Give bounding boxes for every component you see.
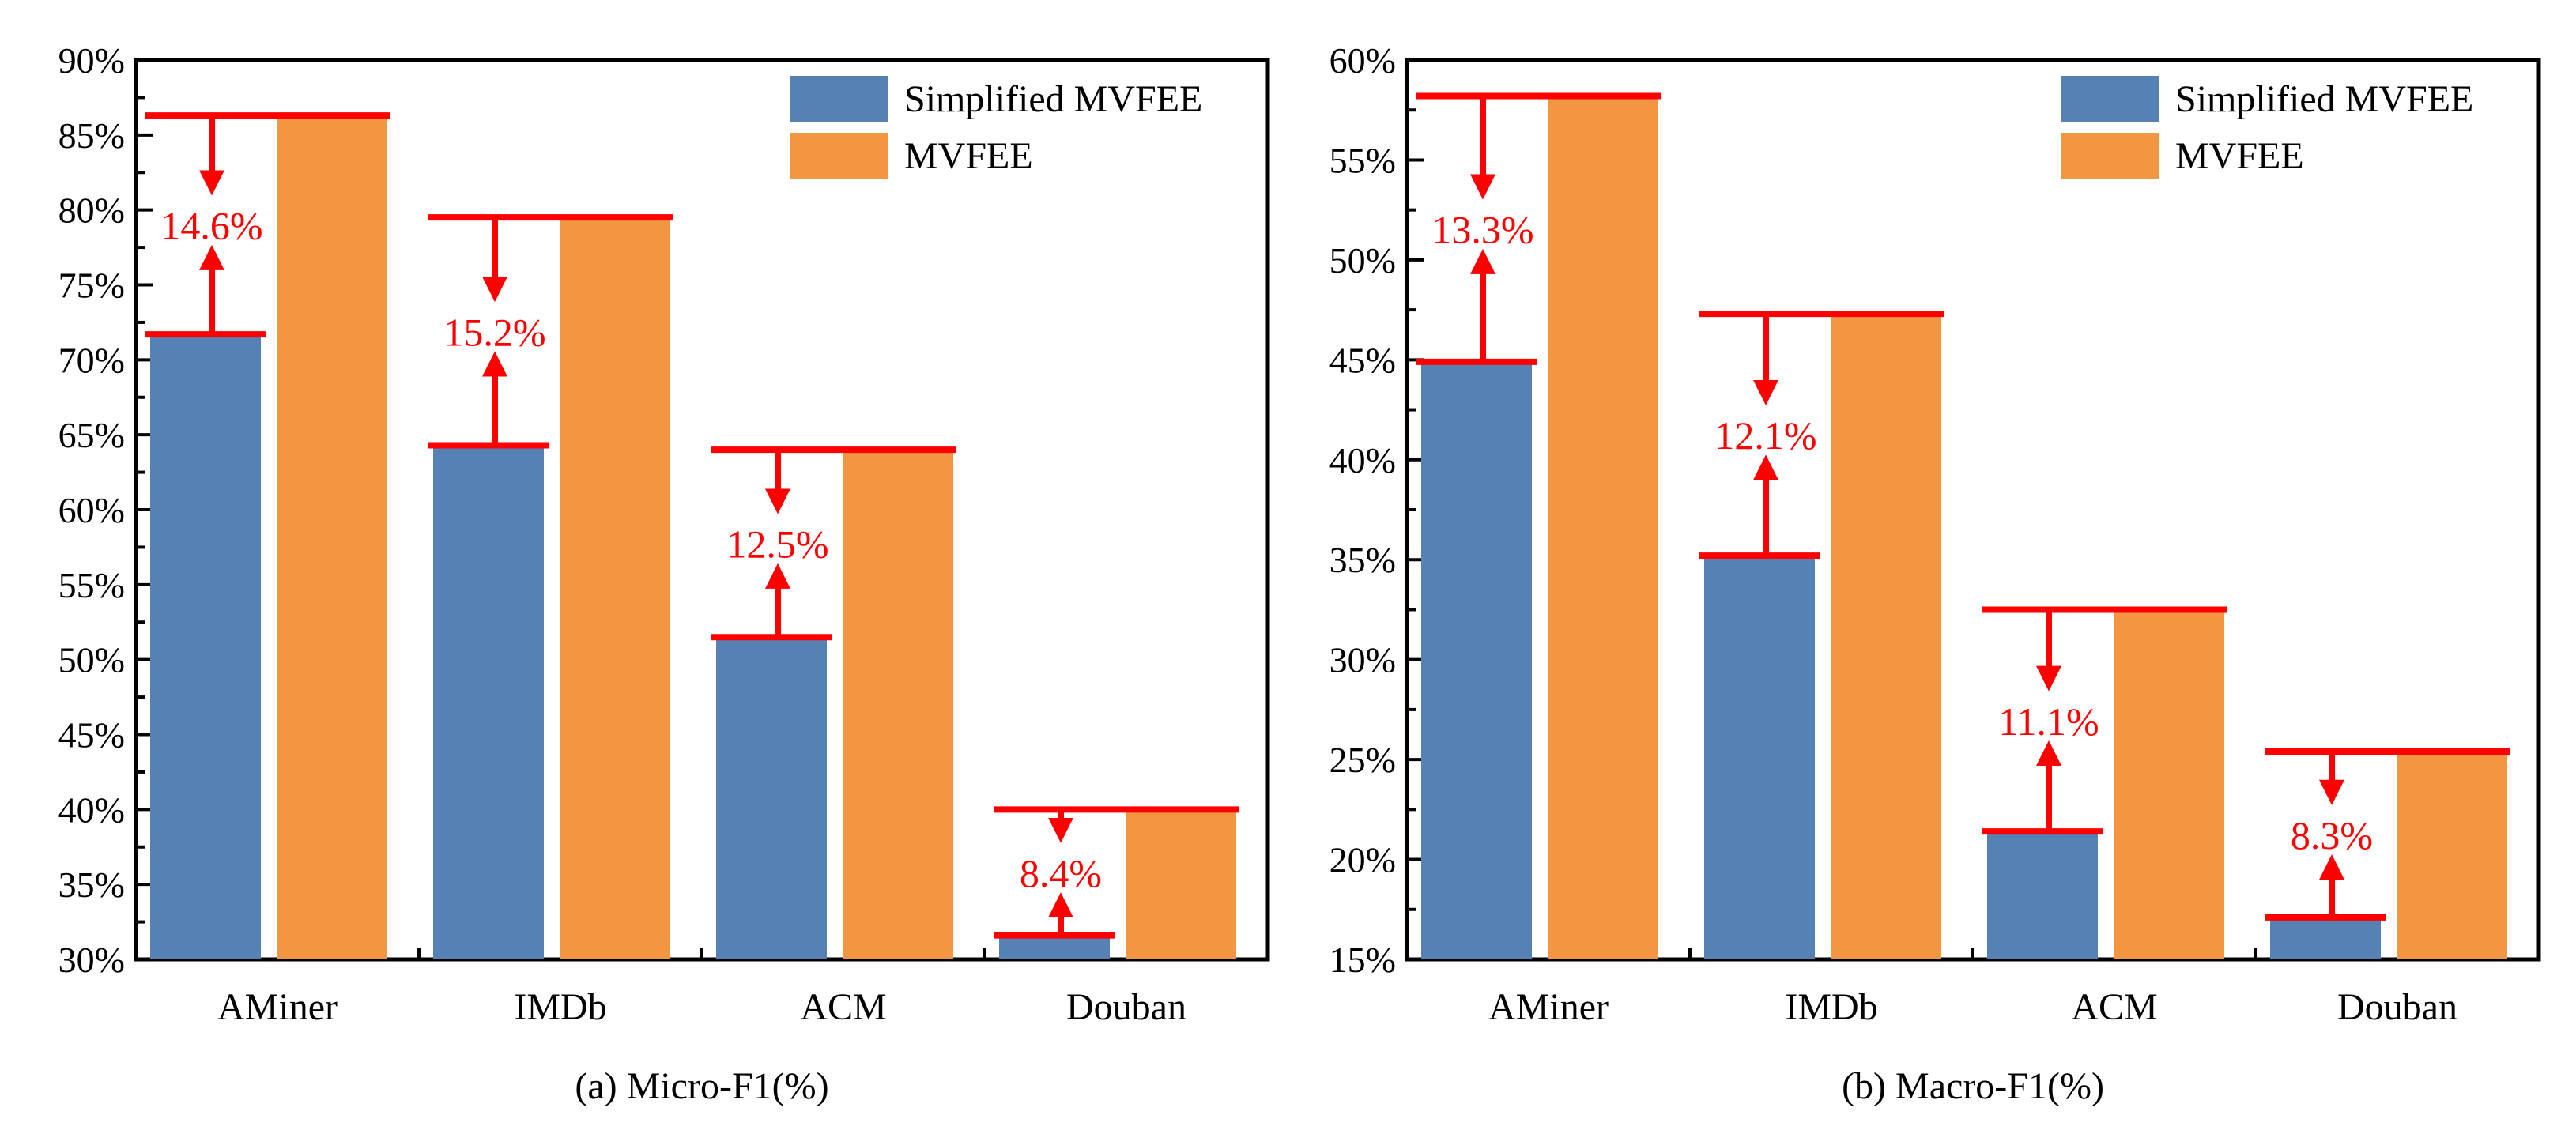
x-tick-label: IMDb xyxy=(514,986,606,1028)
y-tick-label: 55% xyxy=(1329,140,1396,180)
y-tick-label: 45% xyxy=(58,715,125,755)
x-tick-label: ACM xyxy=(800,986,886,1028)
bar-simplified-mvfee xyxy=(1987,831,2098,959)
legend-swatch-simplified xyxy=(790,76,888,122)
panel-macro-f1: 15% 20% 25% 30% 35% 40% 45% 50% 55% 60% AMiner 13.3… xyxy=(1329,40,2541,1107)
bar-simplified-mvfee xyxy=(150,334,261,960)
legend-label: Simplified MVFEE xyxy=(904,78,1202,120)
bar-simplified-mvfee xyxy=(716,637,827,959)
y-tick-label: 40% xyxy=(1329,440,1396,480)
y-tick-label: 40% xyxy=(58,789,125,830)
annotation-label: 11.1% xyxy=(1998,699,2099,744)
y-tick-label: 15% xyxy=(1329,940,1396,980)
panel-micro-f1: 30% 35% 40% 45% 50% 55% 60% 65% 70% 75% 80% 85% 90% A… xyxy=(58,40,1270,1107)
legend-label: Simplified MVFEE xyxy=(2175,78,2473,120)
annotation-label: 12.1% xyxy=(1714,413,1816,458)
annotation-label: 15.2% xyxy=(443,310,545,354)
annotation-label: 8.4% xyxy=(1020,851,1102,895)
bar-mvfee xyxy=(2397,751,2507,959)
y-tick-label: 20% xyxy=(1329,840,1396,880)
y-tick-label: 30% xyxy=(58,940,125,980)
y-tick-label: 80% xyxy=(58,190,125,231)
chart-title: (b) Macro-F1(%) xyxy=(1842,1065,2104,1107)
y-tick-label: 85% xyxy=(58,115,125,156)
y-tick-label: 75% xyxy=(58,266,125,306)
bar-simplified-mvfee xyxy=(1704,556,1815,959)
y-tick-label: 70% xyxy=(58,340,125,380)
y-tick-label: 45% xyxy=(1329,340,1396,380)
annotation-label: 13.3% xyxy=(1431,208,1533,252)
y-tick-label: 60% xyxy=(58,490,125,530)
legend-swatch-mvfee xyxy=(790,133,888,179)
y-tick-label: 55% xyxy=(58,565,125,605)
bar-mvfee xyxy=(1126,809,1236,959)
bar-mvfee xyxy=(843,450,953,959)
annotation-label: 12.5% xyxy=(726,522,828,567)
annotation-label: 8.3% xyxy=(2291,813,2373,857)
x-tick-label: ACM xyxy=(2071,986,2157,1028)
bar-mvfee xyxy=(560,217,670,959)
y-tick-label: 35% xyxy=(1329,540,1396,580)
bar-mvfee xyxy=(1548,96,1658,959)
y-tick-label: 90% xyxy=(58,40,125,81)
bar-simplified-mvfee xyxy=(433,445,544,959)
y-tick-label: 30% xyxy=(1329,640,1396,680)
legend-label: MVFEE xyxy=(2175,135,2304,177)
annotation-label: 14.6% xyxy=(160,204,262,248)
bar-mvfee xyxy=(277,115,387,960)
y-tick-label: 50% xyxy=(1329,240,1396,281)
y-tick-label: 35% xyxy=(58,865,125,905)
y-tick-label: 50% xyxy=(58,640,125,680)
bar-simplified-mvfee xyxy=(2270,917,2381,959)
x-tick-label: AMiner xyxy=(217,986,338,1028)
y-tick-label: 25% xyxy=(1329,740,1396,780)
legend-swatch-mvfee xyxy=(2061,133,2159,179)
x-tick-label: Douban xyxy=(2337,986,2457,1028)
legend-swatch-simplified xyxy=(2061,76,2159,122)
bar-simplified-mvfee xyxy=(999,935,1110,959)
legend-label: MVFEE xyxy=(904,135,1033,177)
bar-mvfee xyxy=(2114,609,2224,959)
x-tick-label: IMDb xyxy=(1785,986,1877,1028)
y-tick-label: 60% xyxy=(1329,40,1396,81)
chart-title: (a) Micro-F1(%) xyxy=(575,1065,828,1107)
x-tick-label: AMiner xyxy=(1488,986,1609,1028)
y-tick-label: 65% xyxy=(58,415,125,455)
x-tick-label: Douban xyxy=(1066,986,1186,1028)
bar-mvfee xyxy=(1831,314,1941,959)
bar-simplified-mvfee xyxy=(1421,361,1532,960)
